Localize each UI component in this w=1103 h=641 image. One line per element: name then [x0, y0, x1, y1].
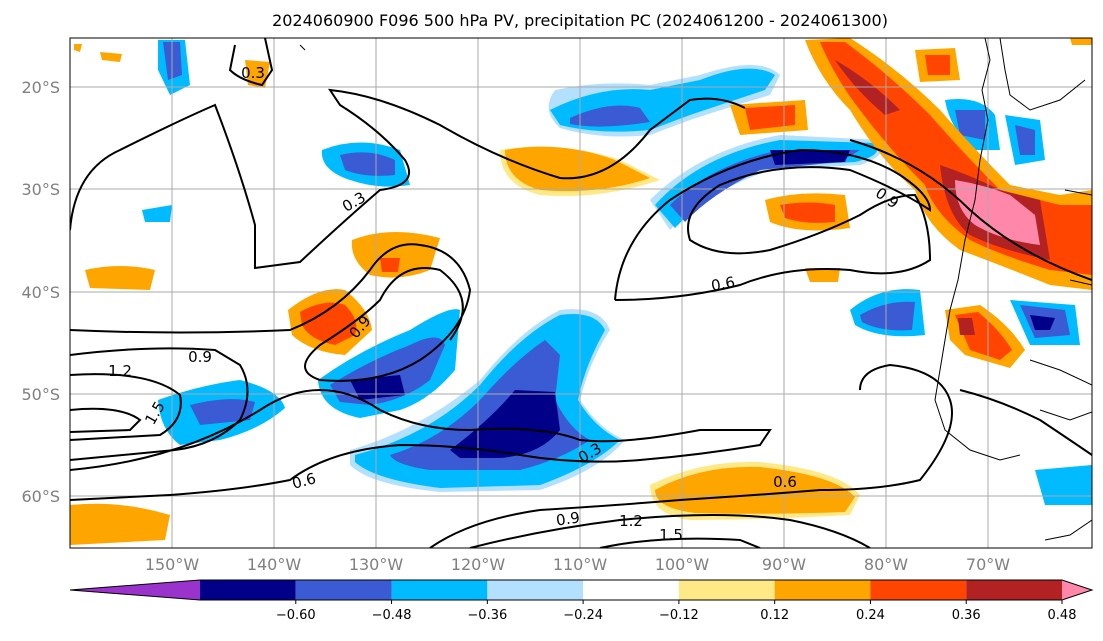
colorbar: −0.60 −0.48 −0.36 −0.24 −0.12 0.12 0.24 0.36 0.4…: [69, 579, 1094, 623]
contour-label: 0.6: [710, 273, 737, 295]
contour-label: 0.6: [290, 469, 318, 493]
colorbar-swatch: [487, 580, 584, 600]
latitude-labels: 20°S 30°S 40°S 50°S 60°S: [21, 78, 60, 506]
colorbar-swatch: [391, 580, 488, 600]
lon-label: 110°W: [553, 555, 608, 574]
colorbar-tick-label: −0.60: [276, 608, 316, 623]
lat-label: 50°S: [21, 385, 60, 404]
colorbar-extend-low: [70, 580, 200, 600]
map-title: 2024060900 F096 500 hPa PV, precipitatio…: [272, 11, 888, 30]
precip-field-positive: [70, 38, 1092, 545]
colorbar-swatch: [200, 580, 296, 600]
colorbar-outline: [69, 579, 1094, 601]
coastline: [299, 38, 1092, 541]
map-frame: [69, 37, 1093, 549]
contour-label: 0.9: [188, 348, 212, 366]
lon-label: 90°W: [762, 555, 806, 574]
colorbar-extend-high: [1062, 580, 1092, 600]
contour-label: 0.9: [555, 508, 581, 529]
colorbar-tick-label: −0.36: [467, 608, 507, 623]
lon-label: 70°W: [966, 555, 1010, 574]
precip-field-negative: [142, 40, 1092, 505]
colorbar-tick-label: 0.12: [760, 608, 789, 623]
lon-label: 130°W: [349, 555, 404, 574]
contour-label: 1.2: [108, 362, 132, 380]
colorbar-swatch: [678, 580, 775, 600]
pv-contours: [70, 38, 1092, 548]
lon-label: 100°W: [655, 555, 710, 574]
lon-label: 150°W: [145, 555, 200, 574]
contour-label: 1.5: [659, 526, 683, 544]
lon-label: 140°W: [247, 555, 302, 574]
graticule: [70, 38, 1092, 548]
lat-label: 40°S: [21, 283, 60, 302]
colorbar-tick-label: 0.36: [952, 608, 981, 623]
lat-label: 60°S: [21, 487, 60, 506]
colorbar-tick-label: −0.12: [659, 608, 699, 623]
contour-label: 0.3: [241, 64, 265, 82]
lat-label: 30°S: [21, 180, 60, 199]
lat-label: 20°S: [21, 78, 60, 97]
map-area: 0.3 0.3 0.9 0.9 1.2 1.5 0.6 0.6 0.3 0.6 …: [70, 38, 1092, 548]
longitude-labels: 150°W 140°W 130°W 120°W 110°W 100°W 90°W…: [145, 555, 1010, 574]
colorbar-swatch: [870, 580, 967, 600]
contour-label: 0.6: [773, 473, 797, 491]
colorbar-swatch: [966, 580, 1062, 600]
colorbar-tick-label: 0.24: [856, 608, 885, 623]
colorbar-swatch: [295, 580, 392, 600]
colorbar-tick-label: 0.48: [1048, 608, 1077, 623]
lon-label: 120°W: [451, 555, 506, 574]
colorbar-swatch: [774, 580, 871, 600]
lon-label: 80°W: [864, 555, 908, 574]
colorbar-tick-label: −0.24: [563, 608, 603, 623]
contour-label: 1.2: [619, 512, 643, 530]
colorbar-tick-label: −0.48: [372, 608, 412, 623]
colorbar-swatch: [583, 580, 679, 600]
